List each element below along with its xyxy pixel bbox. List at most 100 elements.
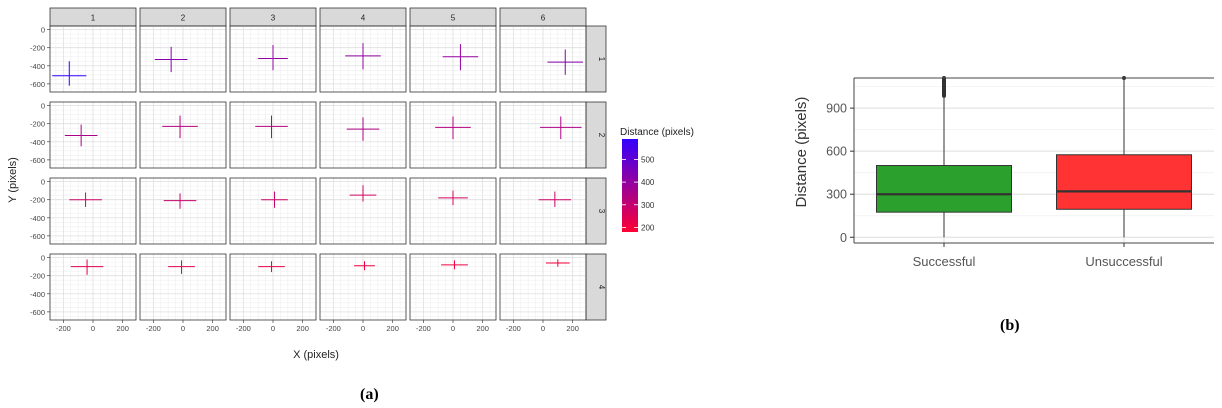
facet-panel xyxy=(139,253,227,321)
x-axis-title: X (pixels) xyxy=(293,349,339,361)
cross-mark xyxy=(162,115,198,139)
legend-colorbar xyxy=(622,139,638,232)
faceted-cross-chart: 1 2 3 4 5 6 1 2 3 4 0 -200 -400 -600 0 -200 -400 -600 0 -20… xyxy=(7,7,694,361)
y-tick-label: 0 xyxy=(41,178,45,187)
color-legend: Distance (pixels) 500 400 300 200 xyxy=(620,127,694,232)
boxplot-chart: Successful Unsuccessful 0 300 600 900 Distanc… xyxy=(793,76,1214,269)
y-tick-label: -400 xyxy=(30,214,45,223)
box-body xyxy=(876,165,1012,213)
panel-border xyxy=(409,25,497,93)
x-tick-label: -200 xyxy=(56,324,71,333)
panel-border xyxy=(139,25,227,93)
x-tick-label: -200 xyxy=(236,324,251,333)
box-successful xyxy=(876,76,1012,238)
y-tick-label: 0 xyxy=(41,254,45,263)
panel-border xyxy=(139,177,227,245)
y-tick-label: 300 xyxy=(826,188,847,202)
panel-border xyxy=(139,101,227,169)
cross-mark xyxy=(545,259,570,267)
x-tick-label: 200 xyxy=(566,324,579,333)
box-unsuccessful xyxy=(1056,76,1192,238)
x-tick-label: 200 xyxy=(476,324,489,333)
facet-panel xyxy=(229,253,317,321)
y-tick-label: -400 xyxy=(30,62,45,71)
facet-row-label: 1 xyxy=(597,57,606,62)
y-axis-title: Distance (pixels) xyxy=(793,97,810,208)
facet-panel xyxy=(319,177,407,245)
y-tick-label: 0 xyxy=(41,102,45,111)
facet-panel xyxy=(49,101,137,169)
x-tick-label: 0 xyxy=(541,324,545,333)
cross-mark xyxy=(345,43,381,70)
panel-border xyxy=(319,177,407,245)
legend-tick-label: 500 xyxy=(641,155,655,164)
y-tick-label: -600 xyxy=(30,308,45,317)
x-tick-label: -200 xyxy=(326,324,341,333)
cross-mark xyxy=(255,115,288,139)
y-tick-label: -400 xyxy=(30,138,45,147)
panel-border xyxy=(409,177,497,245)
box-body xyxy=(1056,154,1192,210)
legend-title: Distance (pixels) xyxy=(620,127,694,138)
y-tick-label: -600 xyxy=(30,156,45,165)
cross-mark xyxy=(154,46,188,73)
cross-mark xyxy=(64,124,98,147)
facet-panel xyxy=(229,177,317,245)
facet-panel xyxy=(499,101,587,169)
panel-border xyxy=(49,101,137,169)
cross-mark xyxy=(438,190,468,206)
cross-mark xyxy=(441,260,468,270)
cross-mark xyxy=(540,116,582,140)
cross-mark xyxy=(258,261,285,273)
panel-border xyxy=(229,177,317,245)
x-tick-label: 200 xyxy=(206,324,219,333)
facet-panel xyxy=(409,253,497,321)
x-tick-label: 0 xyxy=(361,324,365,333)
panel-border xyxy=(499,101,587,169)
x-tick-label: 0 xyxy=(271,324,275,333)
panel-border xyxy=(49,177,137,245)
x-tick-label: 0 xyxy=(451,324,455,333)
panel-border xyxy=(319,101,407,169)
facet-panel xyxy=(139,177,227,245)
x-tick-label: 200 xyxy=(386,324,399,333)
facet-panel xyxy=(139,101,227,169)
cross-mark xyxy=(69,192,102,207)
legend-tick-label: 400 xyxy=(641,178,655,187)
facet-panel xyxy=(409,25,497,93)
y-tick-label: -400 xyxy=(30,290,45,299)
cross-mark xyxy=(168,260,195,274)
facet-row-label: 4 xyxy=(597,285,606,290)
cross-mark xyxy=(435,116,471,140)
panel-border xyxy=(229,25,317,93)
cross-mark xyxy=(52,61,87,86)
panel-border xyxy=(499,25,587,93)
facet-panel xyxy=(49,177,137,245)
x-tick-label: Successful xyxy=(913,254,976,269)
facet-col-label: 3 xyxy=(271,14,276,23)
facet-panel xyxy=(499,25,587,93)
cross-mark xyxy=(547,49,584,75)
cross-mark xyxy=(258,44,288,71)
x-tick-label: 0 xyxy=(181,324,185,333)
caption-b: (b) xyxy=(1000,317,1020,334)
y-tick-label: -600 xyxy=(30,232,45,241)
facet-col-label: 2 xyxy=(181,14,186,23)
cross-mark xyxy=(349,185,377,202)
facet-panel xyxy=(49,253,137,321)
x-tick-label: 200 xyxy=(116,324,129,333)
legend-tick-label: 200 xyxy=(641,223,655,232)
y-tick-label: 0 xyxy=(840,231,847,245)
panel-border xyxy=(409,101,497,169)
facet-col-label: 5 xyxy=(451,14,456,23)
y-tick-label: 900 xyxy=(826,102,847,116)
x-tick-label: 0 xyxy=(91,324,95,333)
y-tick-label: -200 xyxy=(30,44,45,53)
panel-border xyxy=(229,101,317,169)
y-axis-title: Y (pixels) xyxy=(7,157,19,203)
facet-row-label: 3 xyxy=(597,209,606,214)
panel-border xyxy=(499,177,587,245)
facet-panel xyxy=(409,177,497,245)
cross-mark xyxy=(538,191,572,207)
y-tick-label: 0 xyxy=(41,26,45,35)
